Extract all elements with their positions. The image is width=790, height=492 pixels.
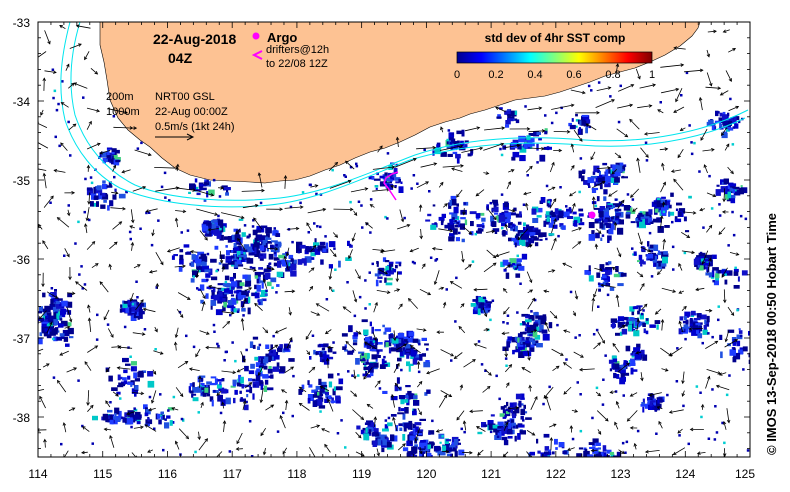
- lon-tick-label: 120: [416, 467, 436, 481]
- lon-tick-label: 115: [93, 467, 112, 481]
- lon-tick-label: 117: [223, 467, 242, 481]
- lat-tick-label: -35: [13, 174, 31, 188]
- axis-ticks: [37, 21, 751, 457]
- lon-tick-label: 122: [546, 467, 566, 481]
- colorbar-tick-label: 0.4: [527, 69, 542, 81]
- lon-tick-label: 116: [158, 467, 177, 481]
- lat-tick-label: -38: [13, 411, 31, 425]
- lat-tick-label: -34: [13, 95, 31, 109]
- argo-float-marker: [588, 211, 596, 219]
- colorbar-tick-label: 0.2: [488, 69, 503, 81]
- analysis-datetime: 22-Aug 00:00Z: [155, 106, 228, 118]
- drifter-legend-icon: [251, 50, 263, 60]
- colorbar-tick-label: 1: [649, 69, 655, 81]
- plot-frame: [37, 21, 751, 458]
- sst-std-dev-patches: [38, 68, 750, 457]
- colorbar-tick-label: 0: [454, 69, 460, 81]
- isobath-1000m: [70, 22, 749, 201]
- lon-tick-label: 125: [735, 467, 755, 481]
- lon-tick-label: 119: [352, 467, 371, 481]
- lon-tick-label: 123: [610, 467, 630, 481]
- drifters-legend-line1: drifters@12h: [266, 44, 329, 56]
- x-axis-labels: 114 115 116 117 118 119 120 121 122 123 …: [28, 467, 755, 481]
- colorbar-tick-label: 0.6: [566, 69, 581, 81]
- lat-tick-label: -36: [13, 253, 31, 267]
- lon-tick-label: 114: [28, 467, 47, 481]
- map-hour: 04Z: [168, 50, 193, 66]
- lon-tick-label: 124: [675, 467, 695, 481]
- current-vectors: [38, 24, 740, 457]
- imos-credit: © IMOS 13-Sep-2018 00:50 Hobart Time: [764, 213, 779, 455]
- colorbar-tick-label: 0.8: [605, 69, 620, 81]
- lon-tick-label: 118: [287, 467, 306, 481]
- lon-tick-label: 121: [481, 467, 501, 481]
- colorbar-labels: 0 0.2 0.4 0.6 0.8 1: [454, 69, 655, 81]
- drifter-track: [383, 171, 399, 201]
- product-label: NRT00 GSL: [155, 91, 215, 103]
- drifters-legend-line2: to 22/08 12Z: [266, 58, 328, 70]
- isobath-200m: [60, 22, 746, 208]
- vector-scale-label: 0.5m/s (1kt 24h): [155, 121, 234, 133]
- lat-tick-label: -33: [13, 16, 31, 30]
- colorbar-title: std dev of 4hr SST comp: [485, 31, 626, 45]
- scale-arrow-icon: [155, 133, 195, 141]
- isobath-1000m-label: 1000m: [106, 106, 140, 118]
- colorbar: [456, 51, 653, 64]
- isobath-200m-label: 200m: [106, 91, 134, 103]
- map-date: 22-Aug-2018: [153, 31, 236, 47]
- argo-legend-label: Argo: [267, 30, 297, 45]
- lat-tick-label: -37: [13, 332, 31, 346]
- argo-legend-icon: [252, 32, 260, 40]
- y-axis-labels: -33 -34 -35 -36 -37 -38: [13, 16, 31, 425]
